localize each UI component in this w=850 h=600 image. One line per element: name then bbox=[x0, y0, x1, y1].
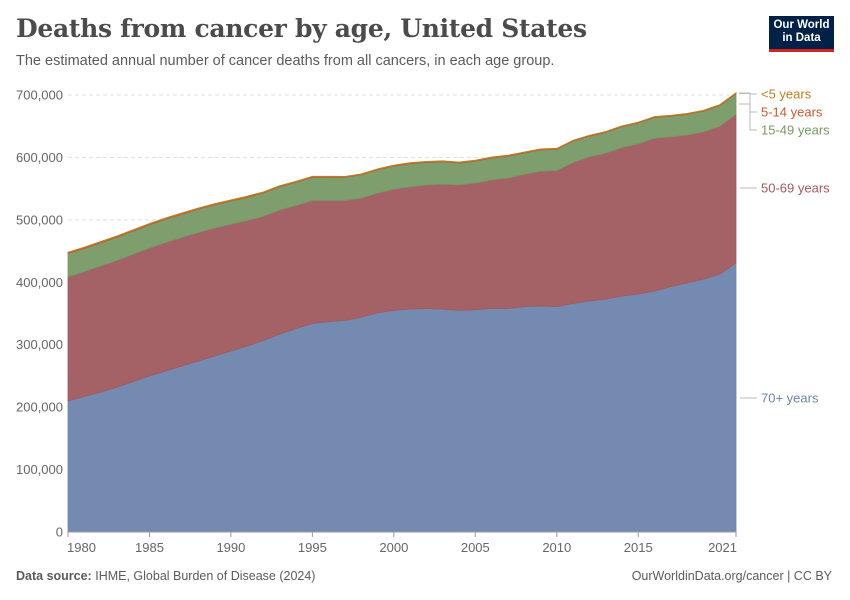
source-url[interactable]: OurWorldinData.org/cancer | CC BY bbox=[631, 569, 832, 583]
y-tick-label: 700,000 bbox=[16, 88, 63, 103]
x-tick-label: 2000 bbox=[379, 540, 408, 555]
logo-line-1: Our World bbox=[773, 19, 830, 31]
data-source: Data source: IHME, Global Burden of Dise… bbox=[16, 569, 315, 583]
x-tick-label: 1980 bbox=[67, 540, 96, 555]
owid-logo[interactable]: Our World in Data bbox=[769, 16, 834, 52]
series-label: 5-14 years bbox=[761, 105, 823, 120]
y-tick-label: 600,000 bbox=[16, 150, 63, 165]
series-label: <5 years bbox=[761, 87, 812, 102]
data-source-text[interactable]: IHME, Global Burden of Disease (2024) bbox=[95, 569, 316, 583]
area-under5 bbox=[67, 91, 737, 254]
y-tick-label: 300,000 bbox=[16, 337, 63, 352]
x-tick-label: 1985 bbox=[135, 540, 164, 555]
series-label: 70+ years bbox=[761, 391, 819, 406]
data-source-label: Data source: bbox=[16, 569, 92, 583]
series-label: 50-69 years bbox=[761, 181, 830, 196]
y-tick-label: 100,000 bbox=[16, 462, 63, 477]
x-tick-label: 1995 bbox=[298, 540, 327, 555]
x-tick-label: 2021 bbox=[708, 540, 737, 555]
x-tick-label: 2010 bbox=[542, 540, 571, 555]
label-leader-line bbox=[739, 92, 757, 113]
logo-line-2: in Data bbox=[782, 32, 821, 44]
y-tick-label: 400,000 bbox=[16, 275, 63, 290]
logo-accent-bar bbox=[769, 49, 834, 52]
x-tick-label: 2015 bbox=[624, 540, 653, 555]
label-leader-line bbox=[739, 92, 757, 95]
chart-title: Deaths from cancer by age, United States bbox=[16, 14, 587, 43]
y-tick-label: 500,000 bbox=[16, 212, 63, 227]
label-leader-line bbox=[739, 103, 757, 131]
x-tick-label: 1990 bbox=[216, 540, 245, 555]
x-tick-label: 2005 bbox=[461, 540, 490, 555]
chart-subtitle: The estimated annual number of cancer de… bbox=[16, 53, 555, 69]
y-tick-label: 0 bbox=[56, 525, 63, 540]
series-label: 15-49 years bbox=[761, 123, 830, 138]
y-tick-label: 200,000 bbox=[16, 400, 63, 415]
